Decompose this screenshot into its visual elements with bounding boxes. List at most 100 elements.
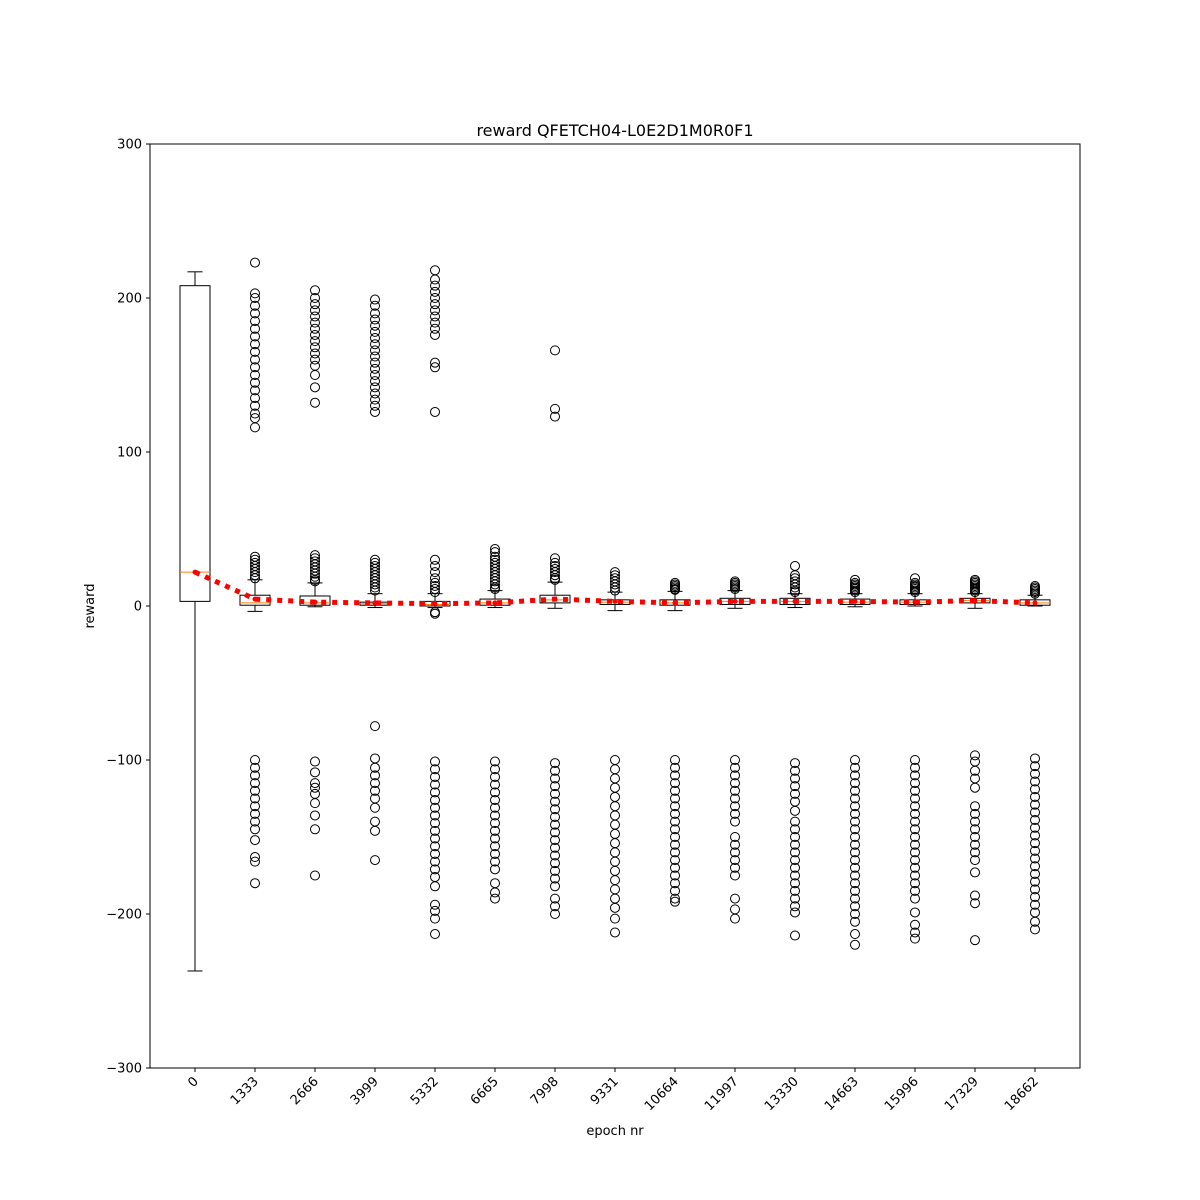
outlier-point (550, 827, 560, 838)
outlier-point (250, 257, 260, 268)
outlier-point (850, 770, 860, 781)
outlier-point (850, 778, 860, 789)
outlier-point (790, 816, 800, 827)
outlier-point (310, 782, 320, 793)
outlier-point (790, 765, 800, 776)
outlier-point (430, 274, 440, 285)
outlier-point (370, 778, 380, 789)
outlier-point (730, 816, 740, 827)
outlier-point (670, 801, 680, 812)
outlier-point (670, 878, 680, 889)
outlier-point (550, 835, 560, 846)
outlier-point (550, 796, 560, 807)
plot-content (179, 257, 1051, 972)
outlier-point (790, 773, 800, 784)
outlier-point (250, 400, 260, 411)
outlier-point (850, 801, 860, 812)
outlier-point (490, 864, 500, 875)
outlier-point (490, 544, 500, 555)
outlier-point (490, 547, 500, 558)
outlier-point (490, 779, 500, 790)
outlier-point (730, 801, 740, 812)
outlier-point (310, 397, 320, 408)
outlier-point (370, 294, 380, 305)
outlier-point (430, 810, 440, 821)
outlier-point (430, 899, 440, 910)
outlier-point (550, 781, 560, 792)
mean-marker (1032, 600, 1038, 606)
outlier-point (430, 299, 440, 310)
mean-marker (192, 569, 198, 575)
outlier-point (850, 878, 860, 889)
outlier-point (850, 587, 860, 598)
mean-marker (312, 599, 318, 605)
outlier-point (250, 393, 260, 404)
outlier-point (1030, 588, 1040, 599)
outlier-point (430, 587, 440, 598)
outlier-point (250, 808, 260, 819)
outlier-point (670, 893, 680, 904)
outlier-point (1030, 876, 1040, 887)
mean-marker (672, 600, 678, 606)
outlier-point (910, 862, 920, 873)
outlier-point (370, 326, 380, 337)
outlier-point (610, 927, 620, 938)
outlier-point (490, 848, 500, 859)
outlier-point (430, 864, 440, 875)
outlier-point (310, 756, 320, 767)
outlier-point (370, 721, 380, 732)
outlier-point (670, 755, 680, 765)
outlier-point (970, 832, 980, 842)
outlier-point (430, 771, 440, 782)
outlier-point (430, 833, 440, 844)
y-axis: 300 200 100 0 −100 −200 −300 (106, 138, 150, 1077)
outlier-point (1030, 845, 1040, 856)
outlier-point (370, 855, 380, 866)
outlier-point (550, 881, 560, 892)
outlier-point (310, 778, 320, 789)
outlier-point (670, 778, 680, 789)
outlier-point (910, 778, 920, 789)
outlier-point (550, 553, 560, 564)
outlier-point (310, 342, 320, 353)
outlier-point (310, 305, 320, 316)
outlier-point (370, 406, 380, 417)
outlier-point (430, 795, 440, 806)
outlier-point (910, 587, 920, 598)
outlier-point (310, 311, 320, 322)
outlier-point (490, 579, 500, 590)
outlier-point (730, 832, 740, 842)
outlier-point (250, 852, 260, 863)
outlier-point (550, 901, 560, 912)
y-tick-label: 0 (134, 600, 142, 615)
outlier-point (490, 787, 500, 798)
box-group-2666 (299, 285, 331, 881)
outlier-point (1030, 822, 1040, 833)
box-group-3999 (359, 294, 391, 866)
outlier-point (550, 909, 560, 919)
outlier-point (850, 939, 860, 950)
outlier-point (790, 878, 800, 889)
outlier-point (730, 793, 740, 804)
outlier-point (730, 847, 740, 858)
outlier-point (790, 862, 800, 873)
outlier-point (910, 847, 920, 858)
outlier-point (670, 762, 680, 773)
outlier-point (910, 762, 920, 773)
outlier-point (490, 584, 500, 595)
outlier-point (910, 878, 920, 889)
box-group-14663 (839, 574, 871, 950)
outlier-point (430, 560, 440, 571)
outlier-point (370, 382, 380, 393)
box (539, 594, 571, 604)
outlier-point (730, 770, 740, 781)
outlier-point (430, 929, 440, 940)
outlier-point (250, 801, 260, 812)
outlier-point (310, 370, 320, 380)
outlier-point (850, 793, 860, 804)
outlier-point (250, 339, 260, 350)
outlier-point (430, 573, 440, 584)
outlier-point (910, 855, 920, 866)
outlier-point (670, 770, 680, 781)
outlier-point (910, 839, 920, 850)
